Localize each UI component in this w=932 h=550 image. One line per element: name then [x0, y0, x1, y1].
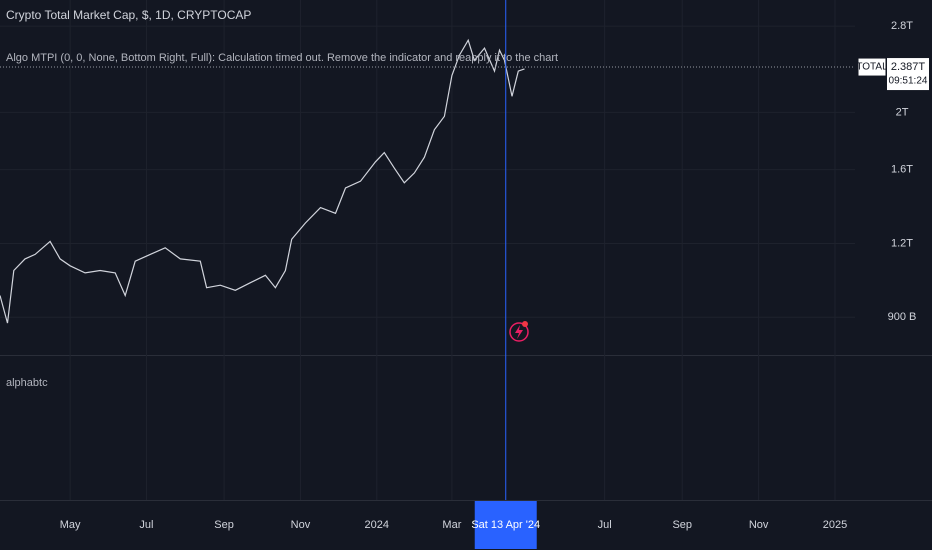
y-tick-label: 1.2T: [891, 237, 913, 249]
alert-bolt: [515, 325, 523, 339]
x-tick-label: Sep: [672, 519, 692, 531]
x-tick-label: Nov: [749, 519, 769, 531]
alert-ring: [509, 322, 529, 342]
series-name: TOTAL: [856, 62, 888, 73]
alert-icon[interactable]: [509, 321, 529, 342]
countdown: 09:51:24: [889, 76, 928, 87]
x-tick-label: Jul: [598, 519, 612, 531]
x-tick-label: Jul: [139, 519, 153, 531]
series-name-box: [857, 57, 887, 77]
x-tick-label: 2024: [365, 519, 389, 531]
indicator-note: Algo MTPI (0, 0, None, Bottom Right, Ful…: [6, 52, 558, 64]
lower-pane-label: alphabtc: [6, 377, 48, 389]
chart-title: Crypto Total Market Cap, $, 1D, CRYPTOCA…: [6, 8, 251, 22]
plot: [0, 38, 525, 324]
price-line: [0, 38, 525, 324]
last-price-label: 2.387T: [891, 61, 926, 73]
last-price-box: [887, 58, 929, 91]
y-tick-label: 2.8T: [891, 20, 913, 32]
x-tick-label: Sep: [214, 519, 234, 531]
alert-dot: [522, 321, 528, 327]
y-tick-label: 1.6T: [891, 164, 913, 176]
y-tick-label: 900 B: [888, 311, 917, 323]
x-tick-label: Mar: [442, 519, 461, 531]
x-tick-label: 2025: [823, 519, 847, 531]
crosshair-label: Sat 13 Apr '24: [471, 519, 540, 531]
crosshair-label-box: [474, 501, 537, 549]
x-tick-label: May: [60, 519, 81, 531]
grid: [0, 0, 855, 500]
x-tick-label: Nov: [291, 519, 311, 531]
y-tick-label: 2T: [896, 106, 909, 118]
